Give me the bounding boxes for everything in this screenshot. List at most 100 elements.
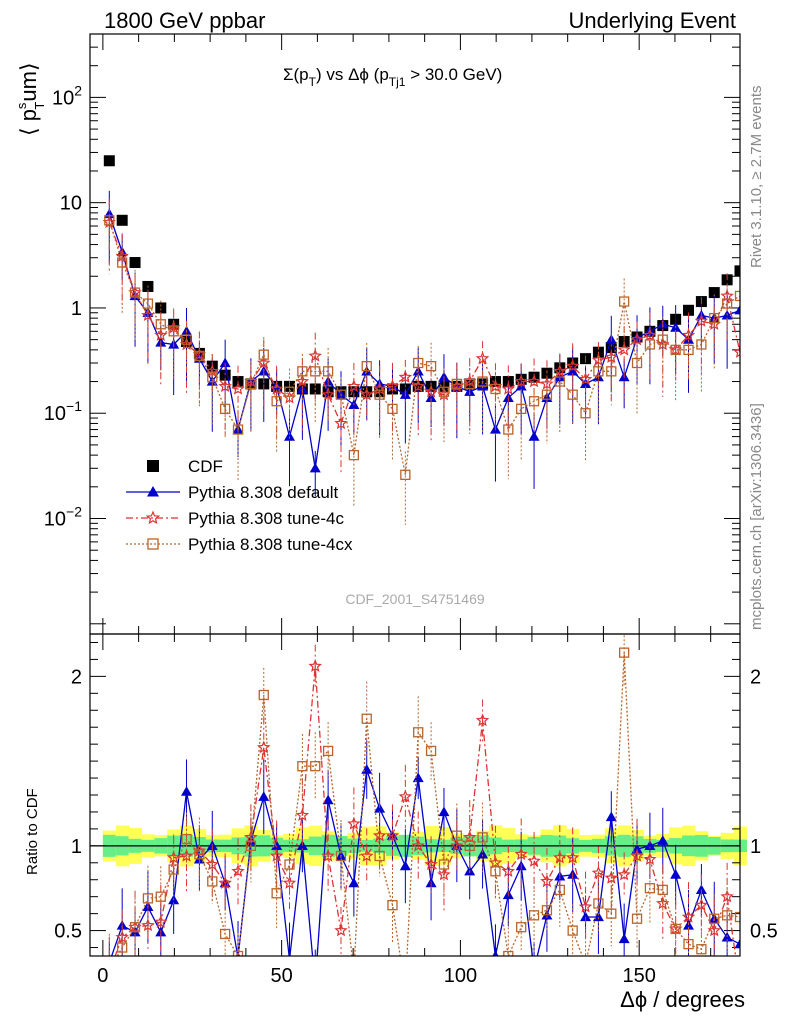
- data-point: [733, 345, 740, 358]
- data-point: [553, 364, 567, 378]
- data-point: [606, 366, 617, 377]
- ratio-point: [644, 840, 656, 850]
- ratio-point: [425, 745, 437, 757]
- ratio-point: [709, 913, 720, 924]
- data-point: [709, 313, 720, 324]
- data-point: [310, 366, 321, 377]
- ylabel-sup: s: [14, 102, 29, 109]
- data-point: [475, 351, 490, 365]
- ratio-panel: 0 50 100 150 0.5 0.5 1 1 2 2 Ratio to CDF Δϕ / de…: [24, 633, 778, 1012]
- ratio-point: [271, 840, 283, 850]
- ratio-point: [631, 913, 643, 924]
- ratio-point: [271, 888, 282, 899]
- data-point: [116, 214, 128, 226]
- data-point: [424, 384, 438, 398]
- ratio-point: [696, 944, 707, 955]
- ratio-point: [218, 876, 232, 889]
- ratio-point: [438, 859, 450, 870]
- data-point: [619, 296, 630, 307]
- data-point: [155, 319, 166, 330]
- ratio-series-1: [108, 644, 737, 956]
- ratio-point: [322, 745, 334, 757]
- ratio-data: [108, 634, 740, 989]
- data-point: [696, 339, 707, 350]
- data-point: [218, 379, 232, 393]
- ratio-frame: [89, 633, 741, 957]
- legend-entry: CDF: [147, 457, 223, 476]
- data-point: [194, 350, 205, 362]
- data-point: [207, 372, 218, 383]
- ratio-point: [529, 964, 540, 974]
- data-point: [129, 257, 141, 269]
- ratio-point: [245, 840, 257, 851]
- ratio-point: [578, 899, 593, 913]
- ratio-point: [322, 794, 334, 805]
- ratio-point: [516, 922, 527, 933]
- data-point: [335, 389, 347, 400]
- ylabel-sub: T: [32, 102, 47, 110]
- title-tail: > 30.0 GeV): [405, 65, 502, 84]
- ratio-point: [310, 979, 321, 989]
- ratio-point: [593, 898, 604, 909]
- y-tick-label-main: 10: [60, 193, 82, 215]
- data-point: [528, 431, 540, 441]
- ratio-point: [258, 689, 269, 701]
- data-point: [734, 265, 740, 277]
- ratio-point: [310, 761, 321, 772]
- x-tick-label: 50: [271, 965, 293, 987]
- data-point: [593, 366, 604, 377]
- rivet-label: Rivet 3.1.10, ≥ 2.7M events: [748, 86, 765, 269]
- data-point: [295, 374, 310, 388]
- ratio-point: [387, 900, 398, 911]
- legend: CDF Pythia 8.308 default Pythia 8.308 tune…: [126, 457, 353, 554]
- data-point: [708, 287, 720, 299]
- ratio-point: [734, 938, 740, 949]
- data-point: [297, 366, 308, 377]
- ylabel-open: ⟨ p: [16, 109, 41, 136]
- ratio-point: [231, 864, 245, 877]
- data-point: [413, 357, 424, 369]
- ratio-point: [205, 857, 220, 871]
- series-3: [104, 202, 740, 525]
- data-point: [514, 374, 528, 388]
- ratio-point: [181, 786, 193, 796]
- legend-marker: [147, 486, 159, 497]
- ratio-point: [475, 713, 490, 727]
- legend-label: CDF: [188, 457, 223, 476]
- ratio-point: [348, 877, 360, 888]
- legend-label: Pythia 8.308 default: [188, 483, 339, 502]
- data-point: [631, 357, 643, 369]
- ratio-point: [618, 933, 630, 944]
- ratio-point: [565, 850, 580, 864]
- y-tick-label-main: 1: [71, 298, 82, 320]
- ratio-point: [592, 911, 604, 922]
- ratio-line: [114, 666, 737, 956]
- data-point: [219, 403, 231, 415]
- data-point: [734, 290, 740, 302]
- ratio-point: [288, 953, 291, 956]
- data-point: [231, 381, 245, 395]
- data-point: [657, 334, 668, 345]
- y-tick-label-ratio-right: 0.5: [750, 921, 778, 943]
- y-tick-label-ratio: 1: [71, 836, 82, 858]
- data-point: [361, 361, 372, 372]
- data-point: [644, 339, 656, 350]
- ratio-point: [244, 830, 258, 844]
- data-point: [490, 383, 501, 395]
- data-point: [567, 365, 579, 376]
- series-line: [108, 222, 740, 426]
- ratio-point: [514, 847, 528, 861]
- ratio-point: [657, 884, 668, 896]
- ratio-point: [670, 923, 681, 935]
- data-point: [387, 403, 398, 415]
- data-point: [374, 389, 385, 400]
- ratio-point: [437, 867, 451, 881]
- ratio-point: [424, 857, 438, 871]
- header-left: 1800 GeV ppbar: [104, 8, 265, 33]
- data-point: [117, 257, 128, 268]
- data-point: [541, 389, 553, 400]
- ratio-point: [295, 808, 310, 822]
- ratio-point: [129, 922, 141, 933]
- ratio-point: [181, 833, 192, 845]
